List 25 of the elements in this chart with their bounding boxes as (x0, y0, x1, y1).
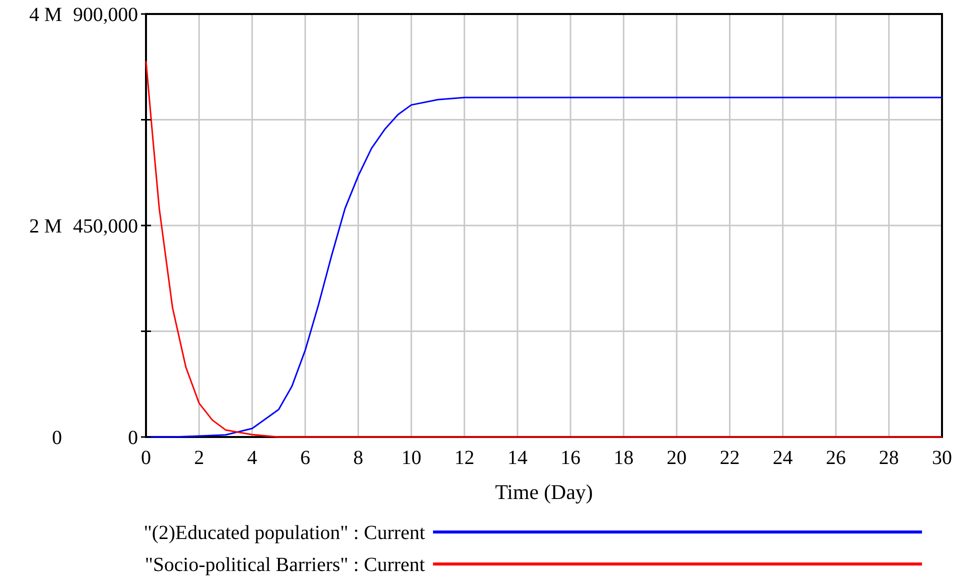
x-tick-label: 8 (353, 447, 364, 469)
legend-label: "Socio-political Barriers" : Current (144, 554, 426, 576)
x-tick-label: 10 (401, 447, 422, 469)
x-tick-label: 2 (194, 447, 204, 469)
x-tick-label: 0 (141, 447, 151, 469)
x-tick-label: 6 (300, 447, 310, 469)
x-tick-label: 28 (878, 447, 899, 469)
x-tick-label: 12 (454, 447, 474, 469)
y-tick-label: 4 M (29, 4, 62, 26)
x-axis-title: Time (Day) (495, 480, 593, 504)
y2-tick-label: 0 (128, 427, 138, 449)
x-tick-label: 4 (247, 447, 258, 469)
x-tick-label: 24 (772, 447, 793, 469)
x-tick-label: 20 (666, 447, 687, 469)
x-tick-label: 26 (826, 447, 846, 469)
legend-label: "(2)Educated population" : Current (144, 522, 426, 544)
x-tick-label: 22 (720, 447, 740, 469)
y2-tick-label: 900,000 (73, 4, 138, 26)
y2-tick-label: 450,000 (73, 216, 138, 238)
x-tick-label: 30 (932, 447, 952, 469)
y-tick-label: 2 M (29, 216, 62, 238)
x-tick-label: 14 (507, 447, 528, 469)
x-tick-label: 18 (614, 447, 634, 469)
y-tick-label: 0 (52, 427, 62, 449)
x-tick-label: 16 (560, 447, 581, 469)
